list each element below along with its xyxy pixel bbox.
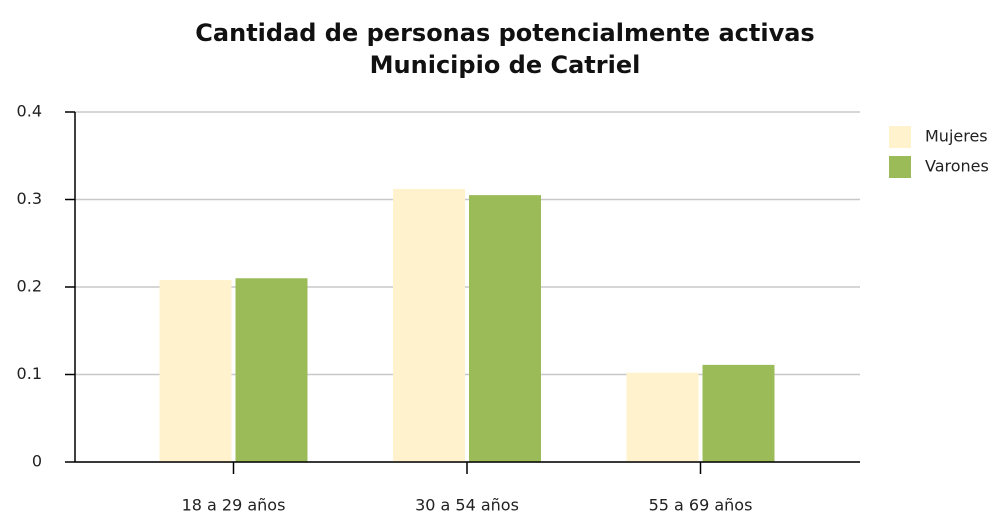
x-tick-label: 30 a 54 años: [415, 496, 519, 515]
y-tick-label: 0.2: [17, 277, 42, 296]
y-tick-label: 0: [32, 452, 42, 471]
legend-swatch: [889, 156, 911, 178]
bar: [702, 364, 775, 462]
bar: [235, 278, 308, 462]
chart-title: Cantidad de personas potencialmente acti…: [195, 19, 814, 47]
bar: [393, 189, 465, 462]
legend-swatch: [889, 126, 911, 148]
y-tick-label: 0.4: [17, 102, 42, 121]
y-tick-label: 0.3: [17, 189, 42, 208]
chart-title: Municipio de Catriel: [370, 51, 641, 79]
bar: [626, 372, 699, 462]
bar: [469, 195, 541, 462]
bar: [159, 280, 232, 462]
x-tick-label: 55 a 69 años: [649, 496, 753, 515]
x-tick-label: 18 a 29 años: [182, 496, 286, 515]
y-tick-label: 0.1: [17, 364, 42, 383]
legend-label: Mujeres: [925, 127, 988, 146]
legend-label: Varones: [925, 157, 989, 176]
